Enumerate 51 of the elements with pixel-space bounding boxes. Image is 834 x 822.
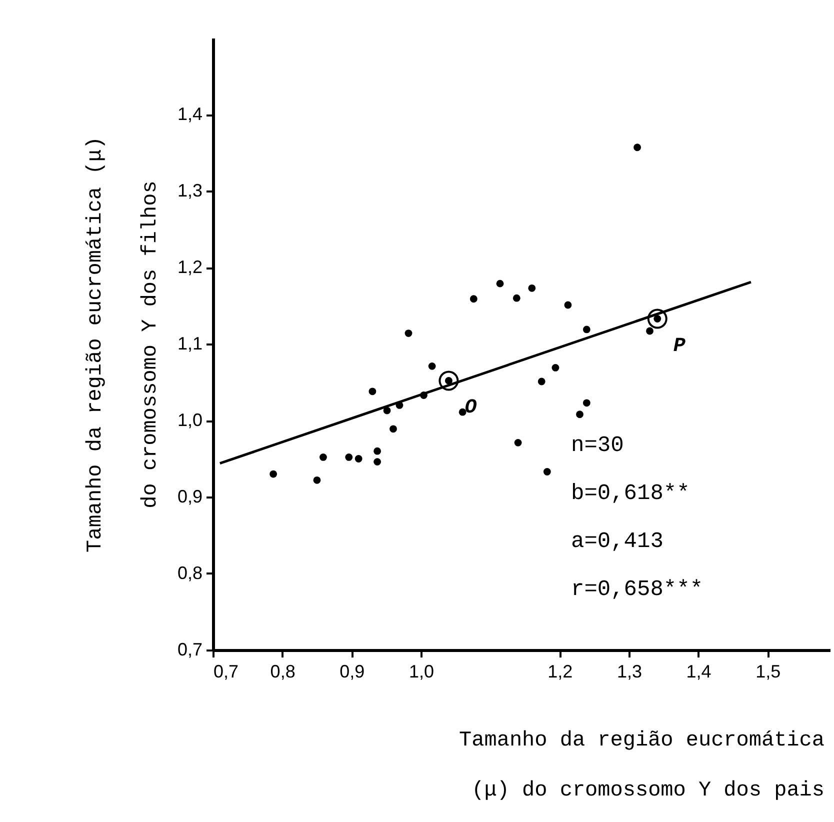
y-tick-label: 1,2 [177,257,202,277]
point [270,470,278,478]
y-tick-label: 1,4 [177,104,202,124]
point [543,468,551,476]
point [368,388,376,396]
point [320,454,327,461]
x-tick-label: 0,8 [270,662,296,682]
annotation: P [673,334,686,358]
x-tick-label: 1,4 [686,662,712,682]
point [564,301,572,309]
point [582,326,590,334]
annotation: a=0,413 [571,529,664,554]
annotation: r=0,658*** [571,577,704,602]
y-tick-label: 1,1 [177,334,202,354]
point [470,295,478,303]
point [512,294,520,302]
y-tick-label: 0,9 [177,486,202,506]
point [634,144,641,152]
x-tick-label: 1,2 [548,662,573,682]
annotation: n=30 [571,433,624,458]
x-tick-label: 0,7 [214,662,239,682]
point [458,408,466,416]
point [374,447,382,455]
y-tick-label: 1,0 [177,410,202,430]
y-tick-label: 1,3 [177,180,202,200]
point [538,378,546,386]
point [514,438,522,446]
point [345,454,353,461]
x-tick-label: 1,0 [408,662,434,682]
x-tick-label: 1,3 [616,662,642,682]
y-tick-label: 0,7 [177,640,202,660]
point [374,458,382,466]
point [354,455,362,462]
point [428,362,436,370]
point [383,406,391,414]
point [576,410,584,418]
point [496,280,504,288]
point [390,425,397,433]
x-tick-label: 0,9 [340,662,365,682]
text: Tamanho da região eucromática (μ) do cromossomo Y dos pais [459,730,824,802]
point [404,330,412,337]
point [552,364,560,372]
point [582,399,590,407]
annotation: O [464,396,477,420]
y-tick-label: 0,8 [177,563,202,583]
text: Tamanho da região eucromática (μ) do cromossomo Y dos filhos [84,136,162,552]
point [646,327,654,335]
point [313,476,321,484]
point [528,284,536,292]
annotation: b=0,618** [571,481,690,506]
x-tick-label: 1,5 [756,662,781,682]
